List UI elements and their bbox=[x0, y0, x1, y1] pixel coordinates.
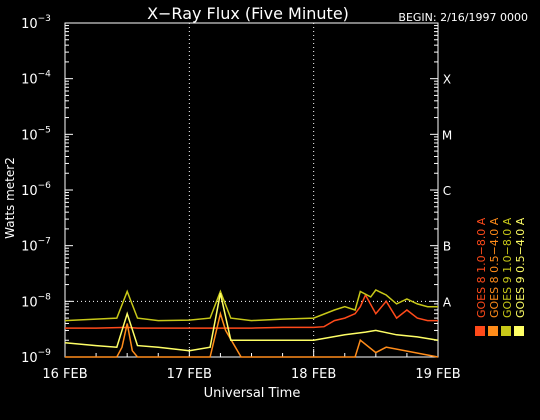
series-line-4 bbox=[64, 293, 439, 352]
series-line-2 bbox=[65, 310, 439, 358]
flare-class-label: C bbox=[443, 184, 451, 198]
legend-swatch bbox=[475, 326, 485, 336]
x-tick-label: 18 FEB bbox=[291, 367, 336, 382]
chart-title: X−Ray Flux (Five Minute) bbox=[147, 4, 349, 23]
y-tick-label: 10−9 bbox=[21, 348, 51, 366]
y-tick-label: 10−7 bbox=[21, 237, 51, 255]
y-axis-label: Watts meter2 bbox=[3, 157, 17, 239]
x-tick-label: 19 FEB bbox=[415, 367, 460, 382]
y-tick-label: 10−4 bbox=[21, 70, 51, 88]
y-tick-label: 10−6 bbox=[21, 181, 51, 199]
series-line-3 bbox=[64, 289, 438, 322]
flare-class-label: M bbox=[442, 128, 452, 142]
legend-swatch bbox=[488, 326, 498, 336]
legend-entry-label: GOES 8 0.5−4.0 A bbox=[488, 217, 501, 318]
series-line-1 bbox=[65, 293, 438, 329]
y-tick-label: 10−5 bbox=[21, 125, 51, 143]
legend-entry-label: GOES 8 1.0−8.0 A bbox=[475, 217, 488, 318]
legend-entry-label: GOES 9 1.0−8.0 A bbox=[501, 217, 514, 318]
legend-entry-label: GOES 9 0.5−4.0 A bbox=[514, 217, 527, 318]
flare-class-label: X bbox=[443, 73, 451, 87]
flare-class-label: B bbox=[443, 240, 451, 254]
legend-swatch bbox=[501, 326, 511, 336]
begin-label: BEGIN: 2/16/1997 0000 bbox=[398, 11, 528, 24]
x-axis-label: Universal Time bbox=[204, 386, 301, 401]
flare-class-label: A bbox=[443, 295, 452, 309]
x-tick-label: 16 FEB bbox=[42, 367, 87, 382]
y-tick-label: 10−8 bbox=[21, 292, 51, 310]
y-tick-label: 10−3 bbox=[21, 14, 51, 32]
legend-swatch bbox=[514, 326, 524, 336]
x-tick-label: 17 FEB bbox=[167, 367, 212, 382]
